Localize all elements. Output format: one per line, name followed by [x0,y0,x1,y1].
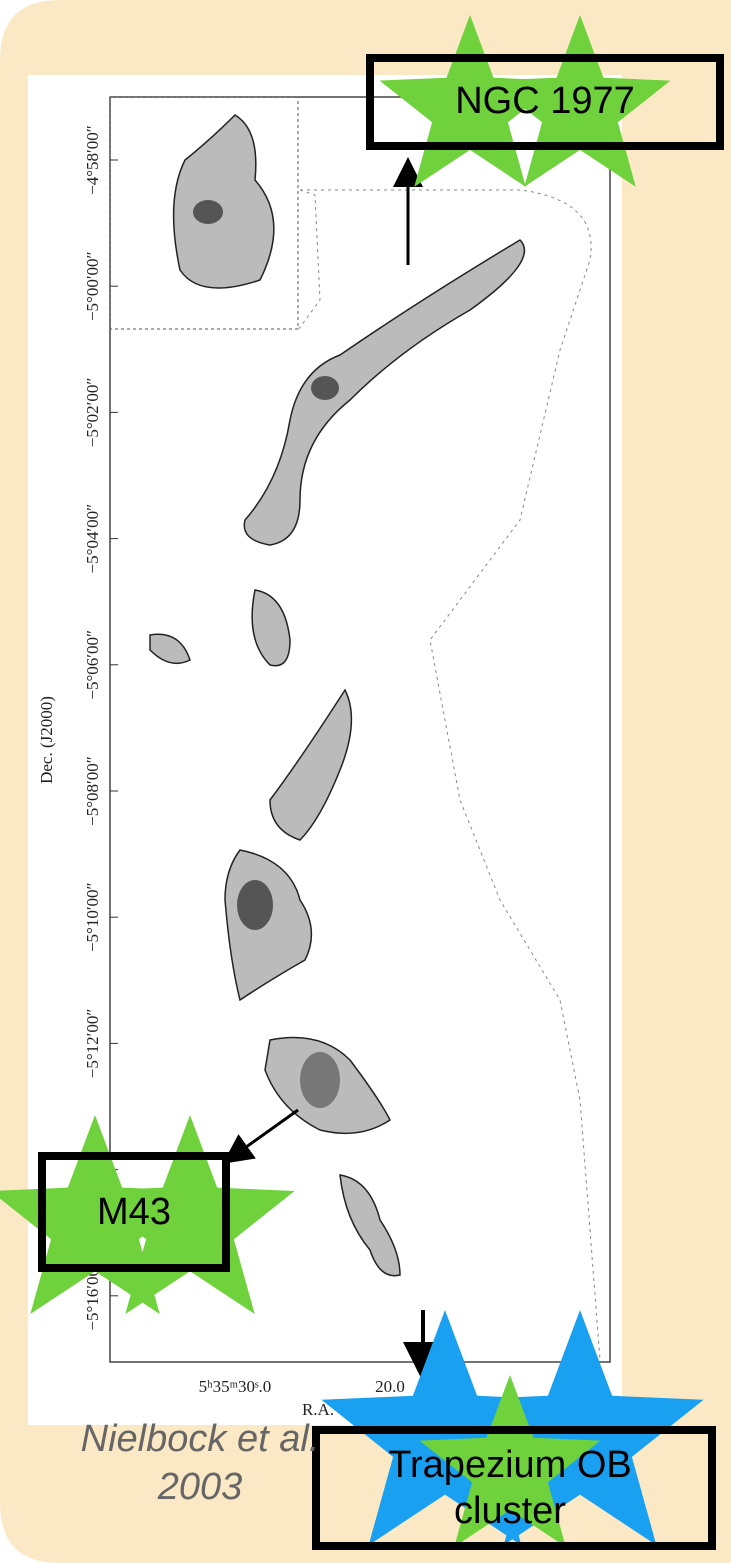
m43-label: M43 [46,1189,222,1235]
trapezium-label: Trapezium OB cluster [360,1442,660,1534]
x-tick-label: 20.0 [375,1377,405,1396]
citation: Nielbock et al. 2003 [40,1415,360,1511]
y-tick-label: −5°12′00″ [83,1009,102,1079]
slide: −4°58′00″ −5°00′00″ −5°02′00″ −5°04′00″ −5°0… [0,0,731,1563]
y-tick-label: −5°00′00″ [83,251,102,321]
y-tick-label: −5°04′00″ [83,504,102,574]
y-tick-label: −5°10′00″ [83,882,102,952]
y-tick-label: −5°06′00″ [83,630,102,700]
figure: −4°58′00″ −5°00′00″ −5°02′00″ −5°04′00″ −5°0… [0,0,731,1563]
y-axis-label: Dec. (J2000) [37,696,56,784]
x-tick-label: 5ʰ35ᵐ30ˢ.0 [199,1377,272,1396]
y-tick-label: −5°08′00″ [83,756,102,826]
y-tick-label: −5°02′00″ [83,378,102,448]
ngc-label: NGC 1977 [374,78,716,124]
y-tick-label: −4°58′00″ [83,125,102,195]
